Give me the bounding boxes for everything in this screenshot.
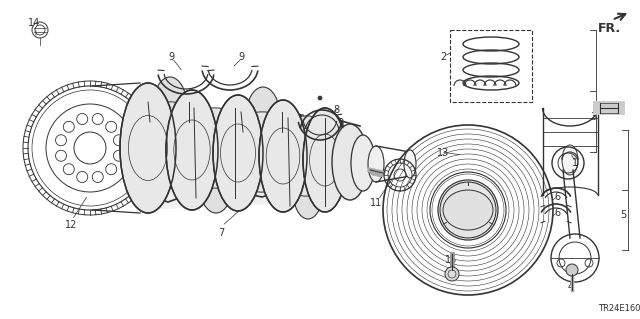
Text: TR24E1600: TR24E1600 bbox=[598, 304, 640, 313]
Text: 8: 8 bbox=[333, 105, 339, 115]
Text: 2: 2 bbox=[440, 52, 446, 62]
Ellipse shape bbox=[140, 142, 194, 182]
Circle shape bbox=[445, 267, 459, 281]
Ellipse shape bbox=[120, 83, 176, 213]
Ellipse shape bbox=[280, 116, 330, 156]
Ellipse shape bbox=[303, 108, 347, 212]
Ellipse shape bbox=[246, 87, 280, 147]
Bar bbox=[450, 30, 532, 102]
Text: 15: 15 bbox=[445, 255, 458, 265]
Text: 6: 6 bbox=[554, 208, 560, 218]
Text: FR.: FR. bbox=[598, 22, 621, 35]
Ellipse shape bbox=[213, 95, 263, 211]
Ellipse shape bbox=[233, 152, 287, 192]
Text: 9: 9 bbox=[238, 52, 244, 62]
Text: 13: 13 bbox=[437, 148, 449, 158]
Ellipse shape bbox=[351, 135, 375, 191]
Text: 4: 4 bbox=[568, 282, 574, 292]
Circle shape bbox=[566, 264, 578, 276]
Text: 11: 11 bbox=[370, 198, 382, 208]
Ellipse shape bbox=[404, 150, 416, 178]
Text: 14: 14 bbox=[28, 18, 40, 28]
Ellipse shape bbox=[166, 90, 218, 210]
Ellipse shape bbox=[443, 190, 493, 230]
Ellipse shape bbox=[186, 148, 240, 188]
Circle shape bbox=[440, 182, 496, 238]
Text: 6: 6 bbox=[554, 192, 560, 202]
Ellipse shape bbox=[332, 124, 368, 200]
Ellipse shape bbox=[233, 112, 287, 152]
Text: 9: 9 bbox=[168, 52, 174, 62]
FancyArrowPatch shape bbox=[372, 173, 380, 174]
Ellipse shape bbox=[153, 77, 187, 137]
Text: 5: 5 bbox=[620, 210, 627, 220]
Text: 12: 12 bbox=[65, 220, 77, 230]
Ellipse shape bbox=[186, 108, 240, 148]
Polygon shape bbox=[140, 110, 360, 210]
Ellipse shape bbox=[140, 102, 194, 142]
Ellipse shape bbox=[293, 163, 323, 219]
Text: 7: 7 bbox=[218, 228, 224, 238]
Ellipse shape bbox=[259, 100, 307, 212]
Text: 16: 16 bbox=[358, 168, 371, 178]
Circle shape bbox=[318, 96, 322, 100]
Ellipse shape bbox=[199, 153, 233, 213]
Text: 1: 1 bbox=[572, 158, 578, 168]
Ellipse shape bbox=[368, 146, 384, 182]
Ellipse shape bbox=[280, 156, 330, 196]
Text: 10: 10 bbox=[333, 118, 345, 128]
Text: 3: 3 bbox=[590, 112, 596, 122]
Ellipse shape bbox=[562, 145, 578, 175]
